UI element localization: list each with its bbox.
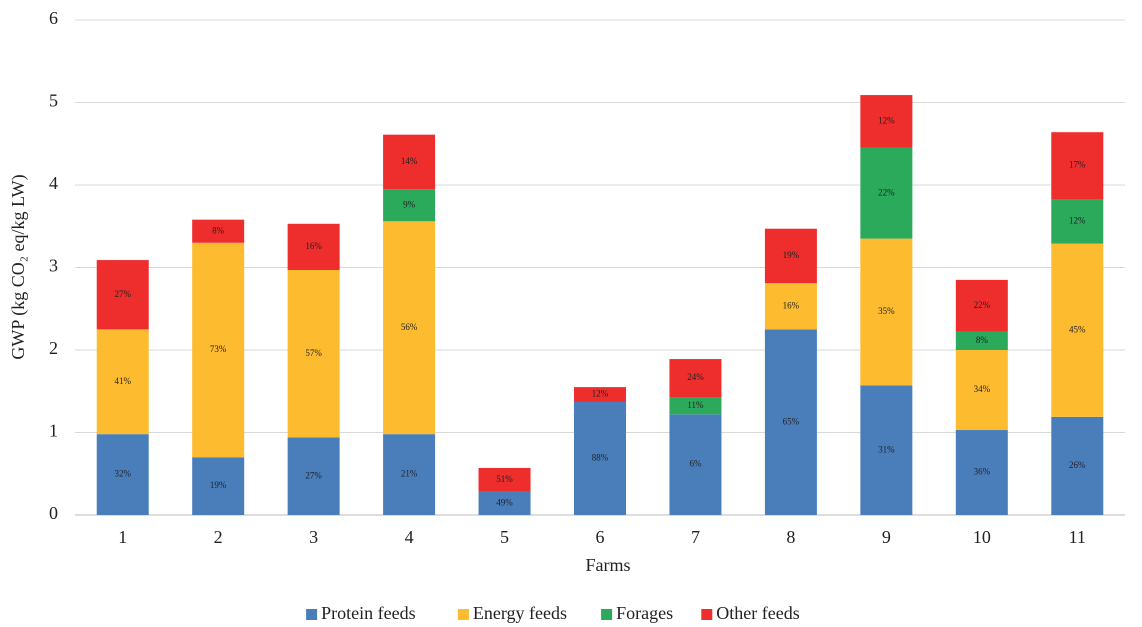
y-tick-label: 1	[49, 421, 58, 441]
x-tick-label: 1	[118, 527, 127, 547]
segment-label: 41%	[114, 376, 131, 386]
bar-segment	[383, 189, 436, 222]
segment-label: 35%	[878, 306, 895, 316]
x-tick-label: 3	[309, 527, 318, 547]
bar-segment	[860, 95, 913, 148]
bar-segment	[1051, 416, 1104, 515]
x-tick-label: 11	[1069, 527, 1086, 547]
segment-label: 8%	[976, 335, 989, 345]
bar-segment	[669, 414, 722, 515]
x-tick-label: 8	[786, 527, 795, 547]
y-tick-label: 6	[49, 8, 58, 28]
segment-label: 22%	[974, 300, 991, 310]
legend-swatch	[701, 609, 713, 620]
segment-label: 11%	[687, 400, 704, 410]
segment-label: 12%	[592, 389, 609, 399]
legend-label: Energy feeds	[473, 603, 567, 623]
bar-segment	[574, 401, 626, 515]
legend-swatch	[306, 609, 318, 620]
x-tick-label: 10	[973, 527, 991, 547]
bar-segment	[669, 397, 722, 415]
y-tick-label: 4	[49, 173, 58, 193]
legend-label: Protein feeds	[321, 603, 415, 623]
legend-swatch	[457, 609, 469, 620]
segment-label: 49%	[496, 498, 513, 508]
bar-segment	[383, 221, 436, 435]
segment-label: 19%	[210, 480, 227, 490]
segment-label: 45%	[1069, 324, 1086, 334]
x-tick-label: 5	[500, 527, 509, 547]
x-tick-label: 6	[596, 527, 605, 547]
bar-segment	[955, 350, 1008, 431]
legend-label: Forages	[616, 603, 673, 623]
x-axis-label: Farms	[586, 555, 631, 575]
bar-segment	[96, 329, 149, 435]
x-tick-label: 7	[691, 527, 700, 547]
bar-segment	[192, 242, 245, 458]
segment-label: 16%	[305, 241, 322, 251]
bar-segment	[287, 223, 340, 270]
bar-segment	[955, 279, 1008, 332]
segment-label: 31%	[878, 444, 895, 454]
segment-label: 24%	[687, 372, 704, 382]
bar-segment	[764, 283, 817, 330]
bar-segment	[1051, 199, 1104, 244]
segment-label: 14%	[401, 156, 418, 166]
y-tick-label: 5	[49, 91, 58, 111]
segment-label: 27%	[305, 470, 322, 480]
bar-segment	[478, 467, 531, 492]
segment-label: 12%	[1069, 215, 1086, 225]
segment-label: 12%	[878, 116, 895, 126]
bar-segment	[383, 134, 436, 190]
segment-label: 73%	[210, 344, 227, 354]
segment-label: 36%	[974, 467, 991, 477]
bar-segment	[669, 359, 722, 398]
segment-label: 8%	[212, 225, 225, 235]
segment-label: 26%	[1069, 460, 1086, 470]
segment-label: 9%	[403, 199, 416, 209]
bar-segment	[860, 385, 913, 515]
segment-label: 22%	[878, 187, 895, 197]
y-axis-label: GWP (kg CO₂ eq/kg LW)	[8, 174, 29, 359]
legend-swatch	[601, 609, 613, 620]
bar-segment	[574, 387, 626, 402]
bar-segment	[764, 329, 817, 515]
segment-label: 6%	[689, 459, 702, 469]
segment-label: 21%	[401, 469, 418, 479]
segment-label: 17%	[1069, 160, 1086, 170]
bar-segment	[287, 437, 340, 515]
bar-segment	[383, 434, 436, 515]
bar-segment	[478, 491, 531, 515]
x-tick-label: 9	[882, 527, 891, 547]
segment-label: 57%	[305, 348, 322, 358]
bar-segment	[287, 269, 340, 438]
segment-label: 34%	[974, 384, 991, 394]
bar-segment	[860, 238, 913, 386]
x-tick-label: 4	[405, 527, 414, 547]
segment-label: 32%	[114, 469, 131, 479]
y-tick-label: 0	[49, 503, 58, 523]
segment-label: 27%	[114, 289, 131, 299]
segment-label: 16%	[783, 300, 800, 310]
bar-segment	[860, 147, 913, 239]
bar-segment	[96, 434, 149, 515]
y-tick-label: 2	[49, 338, 58, 358]
bar-segment	[96, 260, 149, 330]
segment-label: 19%	[783, 250, 800, 260]
bar-segment	[764, 228, 817, 284]
y-tick-label: 3	[49, 256, 58, 276]
bar-segment	[1051, 243, 1104, 417]
segment-label: 65%	[783, 416, 800, 426]
x-tick-label: 2	[214, 527, 223, 547]
bar-segment	[192, 219, 245, 243]
bar-segment	[955, 430, 1008, 515]
segment-label: 88%	[592, 453, 609, 463]
legend-label: Other feeds	[716, 603, 799, 623]
segment-label: 56%	[401, 322, 418, 332]
bar-segment	[955, 331, 1008, 350]
bar-segment	[1051, 132, 1104, 200]
bar-segment	[192, 457, 245, 515]
segment-label: 51%	[496, 474, 513, 484]
